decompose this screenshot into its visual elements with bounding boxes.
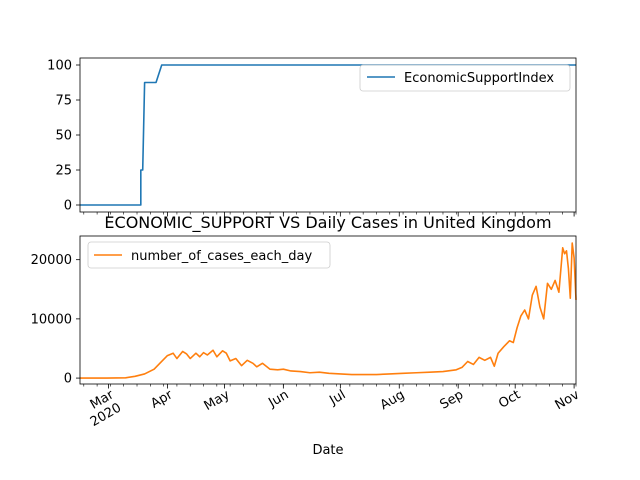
y-tick-label: 50	[55, 129, 72, 144]
y-tick-label: 10000	[31, 312, 72, 327]
top-legend: EconomicSupportIndex	[359, 64, 571, 92]
bottom-series-lines	[80, 242, 577, 379]
y-tick-0-0: 0	[64, 199, 80, 214]
top-axes-frame	[79, 57, 577, 213]
y-tick-0-4: 100	[47, 59, 80, 74]
bottom-chart-title: ECONOMIC_SUPPORT VS Daily Cases in Unite…	[104, 213, 551, 233]
bottom-legend-label: number_of_cases_each_day	[131, 249, 312, 264]
y-tick-label: 0	[64, 199, 72, 214]
series-line-1-0	[80, 242, 577, 379]
x-tick-label-line: Jul	[326, 387, 348, 408]
y-tick-0-3: 75	[55, 94, 80, 109]
bottom-x-axis-label: Date	[312, 443, 343, 458]
series-line-0-0	[80, 64, 576, 206]
y-tick-1-1: 10000	[31, 312, 80, 327]
y-tick-label: 0	[64, 372, 72, 387]
top-legend-box	[359, 64, 571, 92]
y-tick-1-0: 0	[64, 372, 80, 387]
bottom-legend: number_of_cases_each_day	[87, 241, 331, 269]
y-tick-0-2: 50	[55, 129, 80, 144]
top-series-lines	[80, 64, 576, 206]
y-tick-1-2: 20000	[31, 253, 80, 268]
bottom-legend-box	[87, 241, 331, 269]
y-tick-label: 25	[55, 164, 72, 179]
bottom-y-ticks: 0 10000 20000	[31, 253, 80, 387]
top-plot: 0 25 50 75 100 EconomicSupportIndex	[47, 57, 577, 217]
y-tick-label: 20000	[31, 253, 72, 268]
x-tick-label-4: Jul	[326, 387, 348, 408]
bottom-axes-frame	[79, 235, 577, 385]
y-tick-label: 75	[55, 94, 72, 109]
y-tick-0-1: 25	[55, 164, 80, 179]
top-x-ticks	[83, 212, 577, 217]
y-tick-label: 100	[47, 59, 72, 74]
top-y-ticks: 0 25 50 75 100	[47, 59, 80, 214]
top-legend-label: EconomicSupportIndex	[404, 71, 554, 86]
